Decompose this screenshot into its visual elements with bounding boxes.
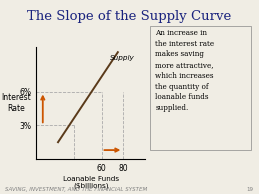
Y-axis label: Interest
Rate: Interest Rate <box>2 93 32 113</box>
X-axis label: Loanable Funds
($billions): Loanable Funds ($billions) <box>63 176 119 189</box>
Text: 19: 19 <box>247 187 254 192</box>
Text: The Slope of the Supply Curve: The Slope of the Supply Curve <box>27 10 232 23</box>
Text: Supply: Supply <box>110 55 135 61</box>
Text: SAVING, INVESTMENT, AND THE FINANCIAL SYSTEM: SAVING, INVESTMENT, AND THE FINANCIAL SY… <box>5 187 147 192</box>
Text: An increase in
the interest rate
makes saving
more attractive,
which increases
t: An increase in the interest rate makes s… <box>155 29 214 112</box>
